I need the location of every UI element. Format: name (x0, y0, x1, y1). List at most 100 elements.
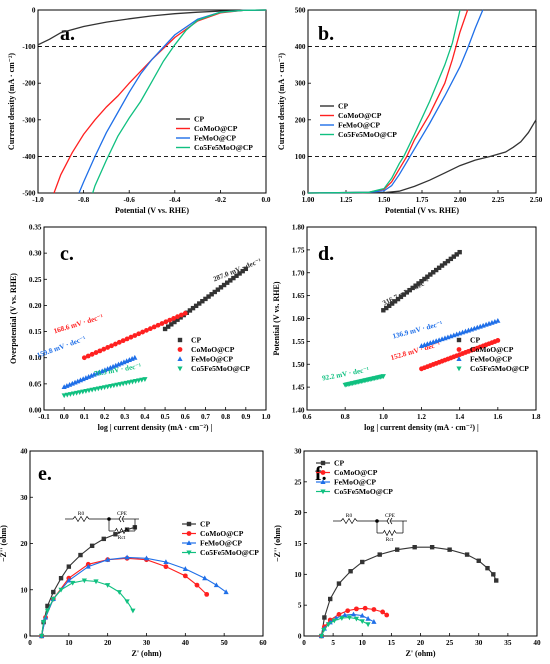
series-line (307, 9, 484, 194)
series-line (92, 9, 267, 194)
data-point (389, 301, 395, 306)
y-tick-label: 1.45 (292, 384, 305, 392)
x-tick-label: 0.6 (181, 413, 190, 421)
data-point (175, 314, 180, 320)
legend-label: CoMoO@CP (191, 345, 235, 354)
y-tick-label: 0 (24, 633, 28, 641)
panel-letter: d. (318, 243, 334, 265)
data-point (384, 305, 389, 311)
data-point (345, 608, 351, 614)
data-point (105, 345, 111, 350)
data-point (362, 605, 368, 611)
data-point (101, 385, 108, 391)
data-point (381, 308, 386, 313)
data-point (116, 590, 122, 595)
x-tick-label: 25 (446, 639, 454, 647)
y-tick-label: 1.80 (292, 224, 305, 232)
y-tick-label: -200 (22, 80, 36, 88)
data-point (240, 268, 245, 274)
data-point (187, 308, 193, 313)
x-tick-label: 0 (302, 639, 306, 647)
x-tick-label: 0.0 (60, 413, 69, 421)
data-point (175, 317, 180, 322)
data-point (428, 272, 433, 277)
data-point (451, 254, 456, 259)
data-point (128, 334, 134, 340)
data-point (86, 388, 92, 394)
data-point (228, 278, 233, 283)
plot-frame (43, 226, 267, 411)
data-point (439, 263, 445, 268)
data-point (70, 391, 77, 397)
data-point (223, 589, 229, 595)
x-tick-label: 15 (388, 639, 396, 647)
plot-frame (37, 9, 267, 194)
x-tick-label: 1.0 (262, 413, 271, 421)
legend-marker (177, 366, 183, 372)
legend-label: FeMoO@CP (338, 121, 380, 130)
y-tick-label: 0 (302, 190, 306, 198)
y-tick-label: 0.10 (29, 354, 42, 362)
data-point (136, 378, 142, 384)
data-point (182, 310, 188, 316)
data-point (237, 271, 242, 276)
data-point (117, 382, 123, 387)
x-tick-label: -0.4 (169, 196, 181, 204)
data-point (182, 566, 188, 571)
data-point (155, 322, 161, 328)
y-axis-label: Overpotential (V vs. RHE) (9, 273, 18, 364)
data-point (416, 281, 421, 286)
y-tick-label: -100 (22, 43, 36, 51)
data-point (113, 532, 118, 537)
y-tick-label: 1.55 (292, 338, 305, 346)
data-point (407, 287, 412, 293)
x-tick-label: 1.00 (302, 196, 315, 204)
data-point (243, 266, 249, 272)
x-tick-label: 2.00 (454, 196, 467, 204)
data-point (350, 611, 357, 617)
data-point (51, 589, 56, 595)
legend-label: CoMoO@CP (338, 111, 382, 120)
legend-marker (320, 460, 326, 466)
data-point (105, 583, 111, 588)
data-point (234, 273, 239, 278)
data-point (85, 563, 91, 569)
x-tick-label: 1.0 (379, 413, 388, 421)
x-tick-label: 10 (65, 639, 73, 647)
y-tick-label: 0.20 (29, 302, 42, 310)
legend-marker (186, 540, 192, 545)
circuit-cpe-label: CPE (385, 513, 396, 519)
data-point (81, 355, 87, 361)
x-tick-label: 1.4 (455, 413, 464, 421)
data-point (163, 564, 169, 570)
y-tick-label: 100 (295, 153, 306, 161)
data-point (124, 599, 130, 605)
data-point (165, 324, 171, 329)
data-point (360, 559, 365, 565)
legend-marker (456, 366, 462, 372)
x-tick-label: 0.8 (221, 413, 230, 421)
panel-letter: c. (60, 243, 74, 265)
circuit-r0-label: R0 (346, 513, 353, 519)
y-tick-label: 0.00 (29, 407, 42, 415)
data-point (61, 393, 67, 399)
data-point (422, 276, 427, 282)
x-tick-label: 0.2 (100, 413, 109, 421)
legend-label: Co5Fe5MoO@CP (191, 364, 250, 373)
legend-label: CoMoO@CP (200, 529, 244, 538)
data-point (457, 249, 462, 255)
y-tick-label: 200 (295, 116, 306, 124)
series-line (41, 526, 136, 637)
data-point (218, 285, 224, 290)
data-point (197, 301, 202, 306)
x-tick-label: 1.75 (416, 196, 429, 204)
panel-e: 0 10 20 30 40 50 60 0 10 20 30 40 Z' (ohm) −Z'' (ohm)… (0, 448, 267, 659)
data-point (89, 543, 95, 549)
data-point (215, 287, 221, 292)
y-axis-label: −Z'' (ohm) (273, 525, 282, 562)
circuit-rct-label: Rct (118, 535, 126, 541)
series-line (308, 119, 537, 194)
data-point (120, 381, 126, 387)
series-line (41, 556, 227, 637)
